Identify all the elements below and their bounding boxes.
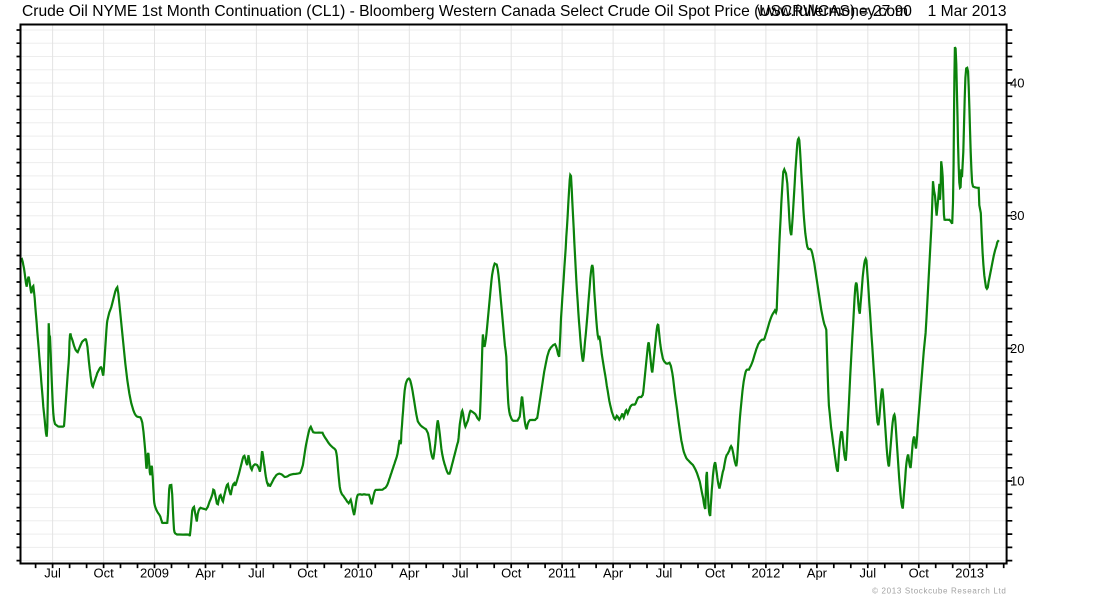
svg-text:Jul: Jul [452,566,469,581]
svg-text:© 2013 Stockcube Research Ltd: © 2013 Stockcube Research Ltd [872,587,1006,596]
svg-text:Oct: Oct [501,566,522,581]
svg-text:Jul: Jul [859,566,876,581]
svg-text:40: 40 [1010,76,1024,91]
svg-text:2009: 2009 [140,566,169,581]
svg-text:Oct: Oct [297,566,318,581]
svg-text:1 Mar 2013: 1 Mar 2013 [928,3,1007,20]
svg-text:20: 20 [1010,341,1024,356]
svg-text:Oct: Oct [705,566,726,581]
svg-text:Apr: Apr [399,566,420,581]
svg-text:10: 10 [1010,474,1024,489]
svg-text:Jul: Jul [656,566,673,581]
svg-text:Crude Oil NYME 1st Month Conti: Crude Oil NYME 1st Month Continuation (C… [22,3,912,20]
svg-text:Jul: Jul [248,566,265,581]
svg-text:Apr: Apr [807,566,828,581]
svg-text:Apr: Apr [603,566,624,581]
svg-text:2010: 2010 [344,566,373,581]
svg-text:Jul: Jul [44,566,61,581]
svg-text:www.fullermoney.com: www.fullermoney.com [757,3,909,20]
svg-text:2012: 2012 [751,566,780,581]
svg-text:Apr: Apr [195,566,216,581]
svg-text:30: 30 [1010,208,1024,223]
svg-text:2011: 2011 [548,566,576,581]
svg-text:2013: 2013 [955,566,984,581]
svg-text:Oct: Oct [909,566,930,581]
svg-text:Oct: Oct [93,566,114,581]
